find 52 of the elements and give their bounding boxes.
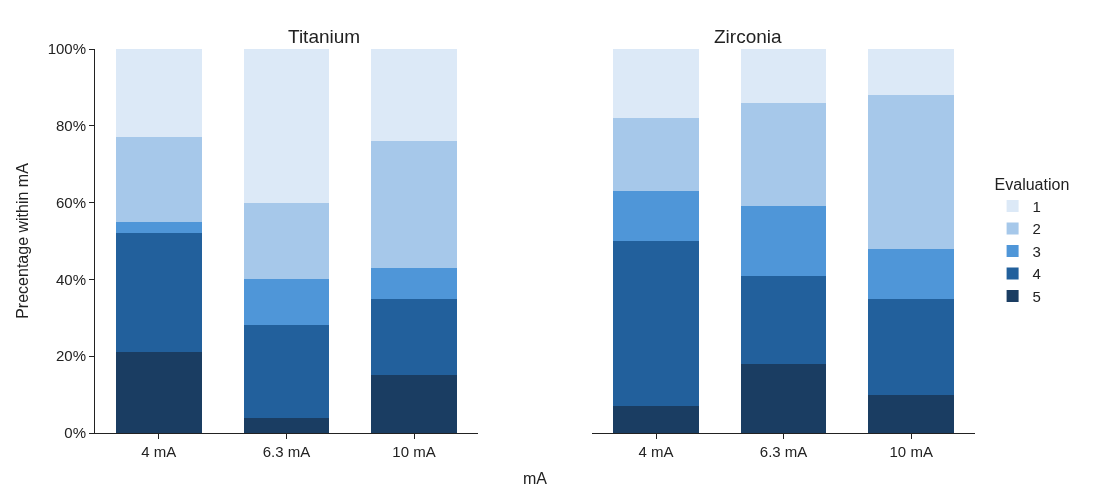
bar [116,221,202,234]
bar [371,49,457,142]
bar [868,95,954,249]
y-tick-label: 20% [55,347,86,365]
bar [868,298,954,395]
y-tick-label: 40% [55,270,86,288]
bar [243,279,330,326]
bar [371,141,457,268]
bar [243,202,330,280]
bar [868,248,954,299]
x-tick-label: 4 mA [638,443,674,460]
bar [740,363,827,433]
bar [613,241,699,407]
chart-title: Zirconia [714,26,783,47]
y-tick-label: 80% [55,117,86,135]
bar [243,417,330,433]
bar [613,191,699,241]
y-axis-title: Precentage within mA [13,162,31,319]
chart-title: Titanium [288,26,361,47]
bar [371,375,457,433]
bar [740,49,827,103]
bar [740,206,827,276]
bar [613,406,699,433]
bar [243,325,330,418]
bar [613,49,699,119]
x-tick-label: 6.3 mA [759,443,808,460]
bar [868,394,954,433]
bar [740,102,827,207]
bar [116,233,202,353]
x-tick-label: 10 mA [392,443,436,460]
x-tick-label: 10 mA [889,443,933,460]
legend-label: 4 [1032,265,1041,283]
bar [243,49,330,203]
bar [868,49,954,96]
bar [371,298,457,376]
bar [613,118,699,192]
legend-label: 3 [1032,242,1041,260]
y-tick-label: 100% [47,40,86,58]
legend-label: 2 [1032,220,1041,238]
x-tick-label: 4 mA [141,443,177,460]
legend-label: 5 [1032,287,1041,305]
bar [116,137,202,222]
bar [116,49,202,138]
x-tick-label: 6.3 mA [262,443,311,460]
legend-title: Evaluation [994,175,1070,193]
bar [116,352,202,433]
y-tick-label: 0% [64,424,86,442]
x-axis-title: mA [523,470,548,487]
bar [371,267,457,299]
y-tick-label: 60% [55,193,86,211]
bar [740,275,827,364]
legend-label: 1 [1032,197,1041,215]
